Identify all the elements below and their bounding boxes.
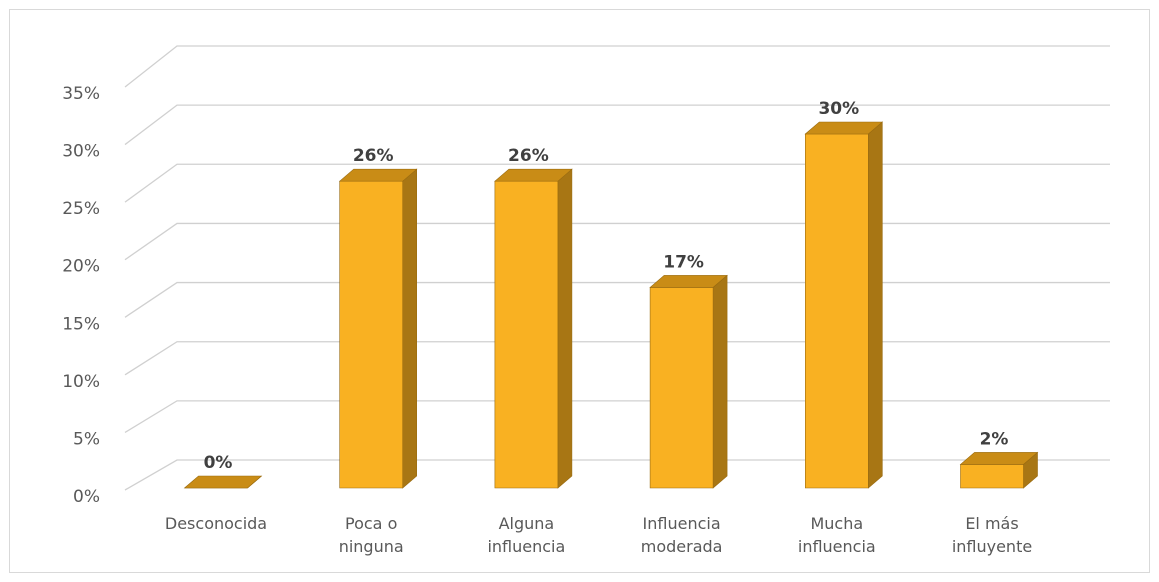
bar-side (867, 121, 883, 489)
x-tick-text: Alguna influencia (487, 514, 566, 556)
x-tick-label: Poca o ninguna (306, 512, 436, 558)
bar-side (402, 168, 418, 489)
bar-front (339, 180, 404, 489)
value-label: 26% (353, 146, 394, 166)
value-label: 17% (663, 252, 704, 272)
bar-top (338, 168, 418, 182)
grid-line (124, 400, 1110, 433)
x-tick-label: Influencia moderada (617, 512, 747, 558)
value-label: 26% (508, 146, 549, 166)
x-tick-label: Mucha influencia (772, 512, 902, 558)
bar-front (960, 464, 1024, 489)
x-tick-label: El más influyente (927, 512, 1057, 558)
value-label: 0% (204, 453, 233, 473)
x-tick-text: Influencia moderada (640, 514, 723, 556)
grid-line (124, 104, 1110, 146)
bar (959, 451, 1039, 489)
grid-line (124, 459, 1110, 491)
y-tick-label: 25% (62, 199, 100, 219)
x-tick-text: Desconocida (164, 514, 268, 533)
value-label: 2% (980, 429, 1009, 449)
grid-line (124, 222, 1110, 261)
y-tick-label: 35% (62, 84, 100, 104)
bar-top (183, 475, 263, 489)
bar-side (557, 168, 573, 489)
x-tick-text: El más influyente (951, 514, 1033, 556)
bar (338, 168, 418, 489)
grid-line (124, 45, 1110, 88)
grid-line (124, 341, 1110, 376)
x-tick-text: Mucha influencia (797, 514, 876, 556)
bar-top (959, 452, 1039, 465)
x-tick-label: Alguna influencia (461, 512, 591, 558)
bar (183, 475, 263, 489)
bar-side (712, 274, 728, 489)
bar (804, 121, 884, 489)
y-tick-label: 30% (62, 142, 100, 162)
bar-front (494, 180, 559, 489)
value-label: 30% (818, 99, 859, 119)
bar-front (649, 287, 714, 489)
y-tick-label: 20% (62, 257, 100, 277)
x-tick-text: Poca o ninguna (338, 514, 404, 556)
y-tick-label: 15% (62, 314, 100, 334)
bar (649, 274, 728, 489)
grid-line (124, 281, 1110, 318)
y-tick-label: 0% (73, 487, 100, 507)
y-tick-label: 10% (62, 372, 100, 392)
grid-line (124, 163, 1110, 203)
y-tick-label: 5% (73, 429, 100, 449)
bar-top (649, 275, 728, 288)
bar-top (494, 168, 573, 182)
x-tick-label: Desconocida (151, 512, 281, 535)
bar-top (804, 121, 884, 135)
bar-front (804, 133, 869, 489)
bar (494, 168, 573, 489)
